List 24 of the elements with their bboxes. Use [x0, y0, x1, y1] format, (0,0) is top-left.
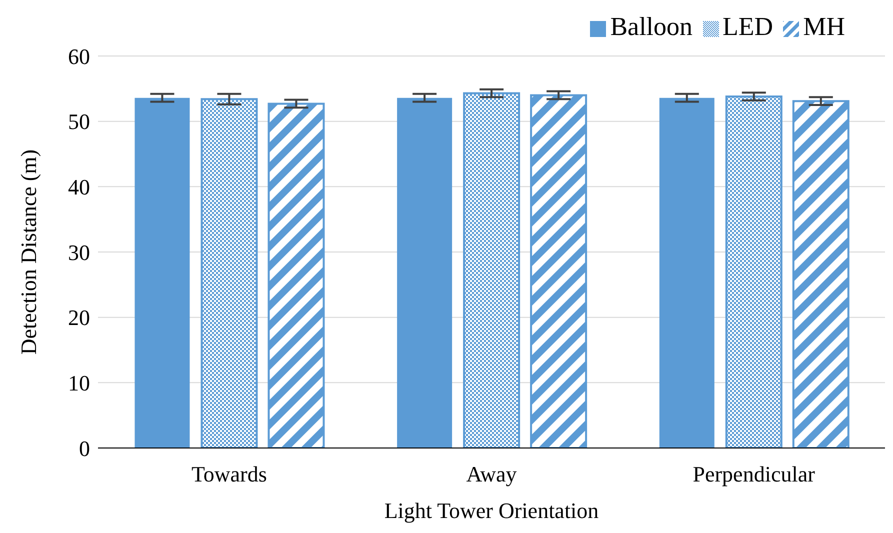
y-tick-label: 20 [68, 305, 90, 330]
y-tick-label: 50 [68, 109, 90, 134]
bar [530, 94, 588, 448]
y-tick-label: 60 [68, 44, 90, 69]
legend-label: Balloon [610, 12, 693, 41]
x-tick-label: Perpendicular [692, 462, 816, 487]
x-axis-title: Light Tower Orientation [384, 498, 599, 523]
x-tick-label: Towards [191, 462, 267, 487]
x-tick-label: Away [466, 462, 517, 487]
legend-label: MH [803, 12, 845, 41]
bar [268, 102, 325, 448]
bar [463, 92, 520, 448]
bar [397, 98, 452, 448]
legend-label: LED [722, 12, 774, 41]
bar [659, 98, 714, 448]
y-tick-label: 10 [68, 370, 90, 396]
y-axis-title: Detection Distance (m) [16, 149, 41, 355]
y-tick-label: 30 [68, 240, 90, 265]
bar [792, 100, 850, 448]
y-tick-label: 0 [79, 436, 90, 461]
y-tick-label: 40 [68, 174, 90, 200]
bar [134, 98, 190, 448]
bar [725, 96, 782, 448]
bar [200, 98, 258, 448]
